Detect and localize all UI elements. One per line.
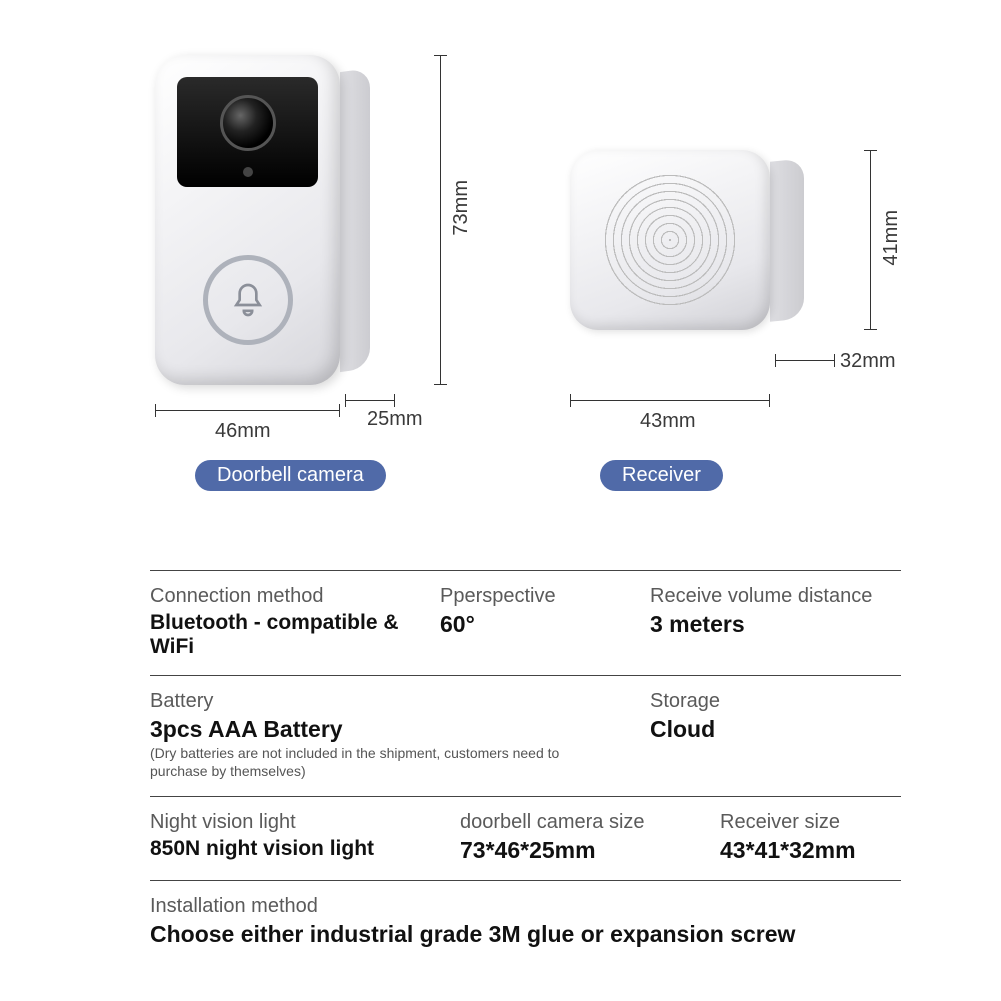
spec-night-vision: Night vision light 850N night vision lig… [150,811,430,864]
dim-doorbell-height-line [440,55,441,385]
doorbell-label-pill: Doorbell camera [195,460,386,491]
spec-label: Pperspective [440,585,620,608]
dim-receiver-height: 41mm [880,210,903,266]
spec-value: 850N night vision light [150,837,430,861]
camera-lens-icon [220,95,276,151]
spec-receiver-size: Receiver size 43*41*32mm [720,811,856,864]
spec-value: 73*46*25mm [460,837,690,864]
receiver-side-face [770,158,804,322]
spec-label: Connection method [150,585,410,608]
spec-doorbell-size: doorbell camera size 73*46*25mm [460,811,690,864]
camera-panel [177,77,318,187]
spec-label: Night vision light [150,811,430,834]
bell-icon [228,280,268,320]
spec-label: Receive volume distance [650,585,872,608]
spec-value: 60° [440,611,620,638]
spec-storage: Storage Cloud [650,690,720,780]
spec-value: Choose either industrial grade 3M glue o… [150,921,795,948]
pir-sensor-icon [243,167,253,177]
speaker-grille-icon [600,170,740,310]
spec-note: (Dry batteries are not included in the s… [150,745,620,780]
spec-perspective: Pperspective 60° [440,585,620,659]
spec-value: Cloud [650,716,720,743]
dim-doorbell-width: 46mm [215,420,271,443]
dim-receiver-width-line [570,400,770,401]
specs-table: Connection method Bluetooth - compatible… [150,570,901,964]
dim-doorbell-height: 73mm [450,180,473,236]
spec-label: doorbell camera size [460,811,690,834]
spec-label: Installation method [150,895,795,918]
dim-receiver-height-line [870,150,871,330]
spec-label: Receiver size [720,811,856,834]
doorbell-button [203,255,293,345]
spec-row-4: Installation method Choose either indust… [150,881,901,964]
dim-receiver-depth: 32mm [840,350,896,373]
spec-row-3: Night vision light 850N night vision lig… [150,797,901,880]
diagram-area: 46mm 25mm 73mm Doorbell camera 43mm 32mm… [0,0,1001,530]
receiver-label-pill: Receiver [600,460,723,491]
spec-value: 43*41*32mm [720,837,856,864]
dim-doorbell-depth-line [345,400,395,401]
spec-label: Storage [650,690,720,713]
spec-value: 3pcs AAA Battery [150,716,620,743]
dim-receiver-depth-line [775,360,835,361]
spec-row-1: Connection method Bluetooth - compatible… [150,571,901,675]
spec-battery: Battery 3pcs AAA Battery (Dry batteries … [150,690,620,780]
receiver-illustration [570,150,770,330]
spec-row-2: Battery 3pcs AAA Battery (Dry batteries … [150,676,901,796]
doorbell-illustration [155,55,340,385]
spec-volume: Receive volume distance 3 meters [650,585,872,659]
dim-doorbell-width-line [155,410,340,411]
spec-connection: Connection method Bluetooth - compatible… [150,585,410,659]
spec-installation: Installation method Choose either indust… [150,895,795,948]
spec-value: 3 meters [650,611,872,638]
dim-doorbell-depth: 25mm [367,408,423,431]
doorbell-side-face [340,68,370,372]
spec-value: Bluetooth - compatible & WiFi [150,611,410,659]
dim-receiver-width: 43mm [640,410,696,433]
spec-label: Battery [150,690,620,713]
